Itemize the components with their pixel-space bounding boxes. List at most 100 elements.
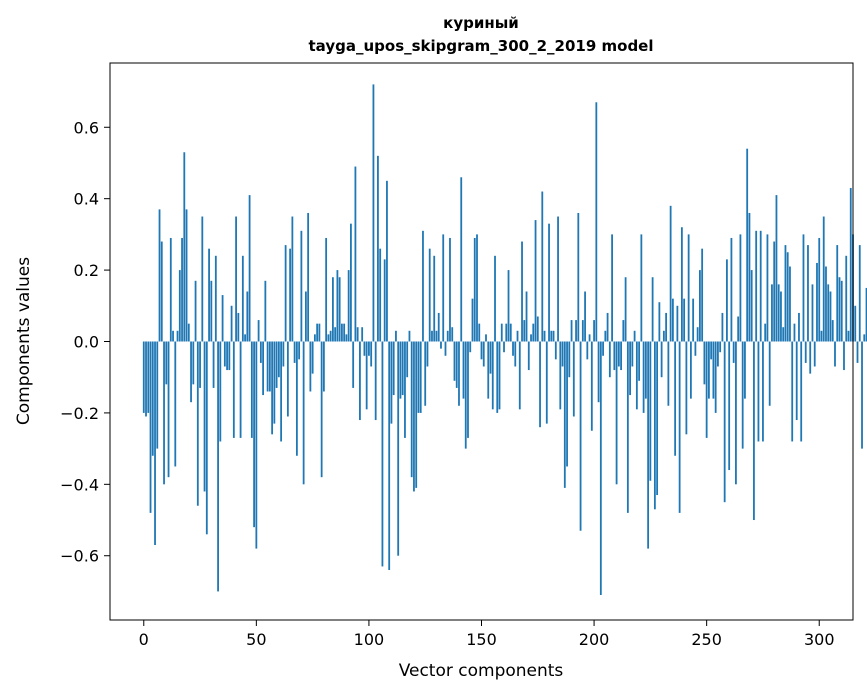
bar-227 <box>653 341 656 510</box>
bar-268 <box>746 148 749 342</box>
bar-192 <box>575 320 577 342</box>
y-tick-label: 0.0 <box>74 333 99 352</box>
bar-118 <box>408 330 411 342</box>
bar-311 <box>843 341 845 371</box>
bar-13 <box>172 330 174 342</box>
bar-5 <box>154 341 156 546</box>
bar-316 <box>854 305 857 342</box>
bar-61 <box>280 341 283 442</box>
bar-281 <box>775 195 778 342</box>
bar-189 <box>568 341 571 378</box>
bar-236 <box>674 341 677 456</box>
bar-280 <box>773 241 776 342</box>
bar-163 <box>509 323 512 342</box>
bar-226 <box>651 277 654 342</box>
bar-82 <box>327 334 330 342</box>
y-tick-label: 0.4 <box>74 190 99 209</box>
bar-290 <box>795 341 798 421</box>
bar-266 <box>741 341 744 449</box>
bar-161 <box>505 323 508 342</box>
bar-71 <box>302 341 305 485</box>
bar-237 <box>676 305 679 342</box>
bar-86 <box>336 270 339 342</box>
bar-229 <box>658 302 661 342</box>
x-tick-label: 50 <box>246 630 266 649</box>
bar-209 <box>613 341 616 371</box>
bar-248 <box>701 248 704 342</box>
bar-38 <box>228 341 231 371</box>
bar-90 <box>345 334 348 342</box>
bar-150 <box>480 341 483 360</box>
bar-89 <box>343 323 346 342</box>
bar-202 <box>597 341 600 403</box>
bar-296 <box>809 341 812 374</box>
bar-166 <box>516 330 519 342</box>
bar-228 <box>656 341 659 496</box>
bar-223 <box>644 341 647 399</box>
bar-46 <box>246 291 249 342</box>
bar-317 <box>856 341 859 363</box>
bar-201 <box>595 102 598 342</box>
bar-243 <box>689 341 692 399</box>
bar-130 <box>435 330 438 342</box>
chart-subtitle: tayga_upos_skipgram_300_2_2019 model <box>309 37 654 55</box>
bar-105 <box>379 248 382 342</box>
bar-267 <box>744 341 746 399</box>
bar-274 <box>759 230 762 342</box>
bar-96 <box>359 341 361 421</box>
bar-117 <box>406 341 409 378</box>
bar-271 <box>753 341 755 521</box>
bar-272 <box>755 230 758 342</box>
bar-88 <box>341 323 343 342</box>
bar-20 <box>187 323 190 342</box>
y-tick-label: 0.6 <box>74 118 99 137</box>
bar-177 <box>541 191 544 342</box>
bar-217 <box>631 341 634 367</box>
bar-109 <box>388 341 391 571</box>
y-tick-label: 0.2 <box>74 261 99 280</box>
bar-293 <box>802 234 805 342</box>
bar-15 <box>176 330 179 342</box>
bar-2 <box>147 341 150 413</box>
bar-188 <box>566 341 568 467</box>
bar-133 <box>442 234 445 342</box>
bar-58 <box>273 341 276 424</box>
bar-51 <box>257 320 260 342</box>
bar-165 <box>514 341 517 367</box>
bar-47 <box>248 195 251 342</box>
bar-153 <box>487 341 490 399</box>
y-tick-label: −0.4 <box>60 475 99 494</box>
bar-44 <box>241 255 244 342</box>
bar-299 <box>816 262 818 342</box>
bar-208 <box>611 234 613 342</box>
bar-172 <box>530 334 532 342</box>
bar-303 <box>825 266 827 342</box>
x-tick-label: 150 <box>466 630 497 649</box>
bar-103 <box>374 341 377 421</box>
bar-263 <box>735 341 737 485</box>
bar-19 <box>185 209 188 342</box>
bar-285 <box>784 245 787 342</box>
bar-213 <box>622 320 625 342</box>
bar-176 <box>539 341 541 428</box>
bar-87 <box>338 277 341 342</box>
bar-6 <box>156 341 159 449</box>
bar-171 <box>527 341 530 371</box>
bar-249 <box>703 341 706 385</box>
bar-78 <box>318 323 321 342</box>
bar-50 <box>255 341 258 549</box>
bar-25 <box>199 341 201 388</box>
bar-219 <box>635 341 638 410</box>
bar-48 <box>250 341 253 438</box>
bar-225 <box>649 341 652 481</box>
bar-232 <box>665 312 668 342</box>
bar-190 <box>570 320 573 342</box>
bar-240 <box>683 298 686 342</box>
bar-66 <box>291 216 294 342</box>
bar-84 <box>332 277 334 342</box>
bar-157 <box>496 341 499 413</box>
bar-205 <box>604 330 607 342</box>
bar-106 <box>381 341 384 567</box>
